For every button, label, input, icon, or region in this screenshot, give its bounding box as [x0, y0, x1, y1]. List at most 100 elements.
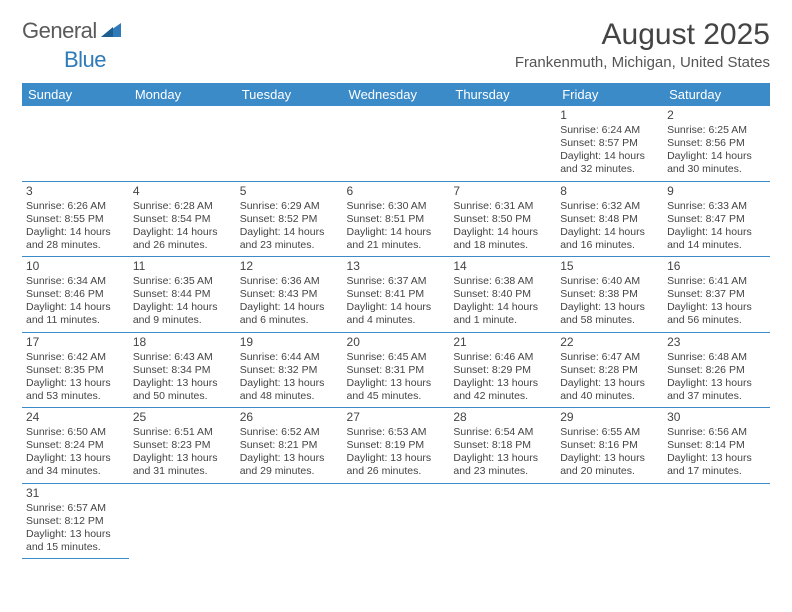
- sunset-text: Sunset: 8:19 PM: [347, 439, 446, 452]
- sunset-text: Sunset: 8:41 PM: [347, 288, 446, 301]
- sunset-text: Sunset: 8:48 PM: [560, 213, 659, 226]
- sunrise-text: Sunrise: 6:48 AM: [667, 351, 766, 364]
- sunrise-text: Sunrise: 6:46 AM: [453, 351, 552, 364]
- day-number: 14: [453, 259, 552, 274]
- sunset-text: Sunset: 8:21 PM: [240, 439, 339, 452]
- day-number: 19: [240, 335, 339, 350]
- calendar-cell: 3Sunrise: 6:26 AMSunset: 8:55 PMDaylight…: [22, 181, 129, 257]
- sunrise-text: Sunrise: 6:41 AM: [667, 275, 766, 288]
- sunrise-text: Sunrise: 6:44 AM: [240, 351, 339, 364]
- daylight1-text: Daylight: 13 hours: [667, 452, 766, 465]
- daylight1-text: Daylight: 13 hours: [347, 452, 446, 465]
- calendar-cell: 2Sunrise: 6:25 AMSunset: 8:56 PMDaylight…: [663, 106, 770, 181]
- sunset-text: Sunset: 8:12 PM: [26, 515, 125, 528]
- calendar-cell: 8Sunrise: 6:32 AMSunset: 8:48 PMDaylight…: [556, 181, 663, 257]
- daylight2-text: and 20 minutes.: [560, 465, 659, 478]
- calendar-cell: [343, 106, 450, 181]
- daylight2-text: and 31 minutes.: [133, 465, 232, 478]
- title-block: August 2025 Frankenmuth, Michigan, Unite…: [515, 18, 770, 71]
- daylight1-text: Daylight: 14 hours: [453, 226, 552, 239]
- sunrise-text: Sunrise: 6:47 AM: [560, 351, 659, 364]
- daylight1-text: Daylight: 14 hours: [560, 226, 659, 239]
- calendar-cell: [663, 483, 770, 559]
- daylight1-text: Daylight: 13 hours: [667, 301, 766, 314]
- calendar-page: General August 2025 Frankenmuth, Michiga…: [0, 0, 792, 559]
- sunrise-text: Sunrise: 6:24 AM: [560, 124, 659, 137]
- daylight2-text: and 16 minutes.: [560, 239, 659, 252]
- brand-word-general: General: [22, 18, 97, 44]
- day-number: 8: [560, 184, 659, 199]
- sunset-text: Sunset: 8:56 PM: [667, 137, 766, 150]
- daylight1-text: Daylight: 14 hours: [560, 150, 659, 163]
- sunrise-text: Sunrise: 6:57 AM: [26, 502, 125, 515]
- daylight2-text: and 4 minutes.: [347, 314, 446, 327]
- calendar-cell: [129, 106, 236, 181]
- calendar-cell: 28Sunrise: 6:54 AMSunset: 8:18 PMDayligh…: [449, 408, 556, 484]
- sunrise-text: Sunrise: 6:42 AM: [26, 351, 125, 364]
- day-number: 18: [133, 335, 232, 350]
- calendar-cell: 24Sunrise: 6:50 AMSunset: 8:24 PMDayligh…: [22, 408, 129, 484]
- calendar-cell: 23Sunrise: 6:48 AMSunset: 8:26 PMDayligh…: [663, 332, 770, 408]
- sunrise-text: Sunrise: 6:33 AM: [667, 200, 766, 213]
- sunrise-text: Sunrise: 6:51 AM: [133, 426, 232, 439]
- daylight2-text: and 50 minutes.: [133, 390, 232, 403]
- sunset-text: Sunset: 8:46 PM: [26, 288, 125, 301]
- calendar-row: 1Sunrise: 6:24 AMSunset: 8:57 PMDaylight…: [22, 106, 770, 181]
- daylight1-text: Daylight: 14 hours: [133, 301, 232, 314]
- daylight1-text: Daylight: 14 hours: [240, 226, 339, 239]
- sunset-text: Sunset: 8:55 PM: [26, 213, 125, 226]
- sunset-text: Sunset: 8:31 PM: [347, 364, 446, 377]
- calendar-cell: [129, 483, 236, 559]
- calendar-cell: 29Sunrise: 6:55 AMSunset: 8:16 PMDayligh…: [556, 408, 663, 484]
- sunrise-text: Sunrise: 6:28 AM: [133, 200, 232, 213]
- sunrise-text: Sunrise: 6:43 AM: [133, 351, 232, 364]
- sunset-text: Sunset: 8:34 PM: [133, 364, 232, 377]
- day-header-row: Sunday Monday Tuesday Wednesday Thursday…: [22, 83, 770, 106]
- day-number: 7: [453, 184, 552, 199]
- calendar-cell: [343, 483, 450, 559]
- sunrise-text: Sunrise: 6:29 AM: [240, 200, 339, 213]
- daylight2-text: and 17 minutes.: [667, 465, 766, 478]
- calendar-body: 1Sunrise: 6:24 AMSunset: 8:57 PMDaylight…: [22, 106, 770, 559]
- daylight1-text: Daylight: 14 hours: [26, 226, 125, 239]
- daylight1-text: Daylight: 14 hours: [347, 226, 446, 239]
- day-number: 25: [133, 410, 232, 425]
- day-header: Friday: [556, 83, 663, 106]
- day-number: 22: [560, 335, 659, 350]
- brand-logo: General: [22, 18, 124, 44]
- day-number: 5: [240, 184, 339, 199]
- daylight2-text: and 56 minutes.: [667, 314, 766, 327]
- calendar-row: 24Sunrise: 6:50 AMSunset: 8:24 PMDayligh…: [22, 408, 770, 484]
- daylight1-text: Daylight: 14 hours: [133, 226, 232, 239]
- calendar-table: Sunday Monday Tuesday Wednesday Thursday…: [22, 83, 770, 559]
- sunrise-text: Sunrise: 6:36 AM: [240, 275, 339, 288]
- sunset-text: Sunset: 8:38 PM: [560, 288, 659, 301]
- day-number: 31: [26, 486, 125, 501]
- daylight1-text: Daylight: 13 hours: [26, 452, 125, 465]
- sunset-text: Sunset: 8:40 PM: [453, 288, 552, 301]
- day-number: 17: [26, 335, 125, 350]
- day-number: 27: [347, 410, 446, 425]
- day-number: 20: [347, 335, 446, 350]
- calendar-cell: [236, 106, 343, 181]
- day-number: 29: [560, 410, 659, 425]
- calendar-cell: [236, 483, 343, 559]
- day-number: 24: [26, 410, 125, 425]
- sunset-text: Sunset: 8:29 PM: [453, 364, 552, 377]
- sunrise-text: Sunrise: 6:50 AM: [26, 426, 125, 439]
- sunrise-text: Sunrise: 6:53 AM: [347, 426, 446, 439]
- sunset-text: Sunset: 8:57 PM: [560, 137, 659, 150]
- sunrise-text: Sunrise: 6:30 AM: [347, 200, 446, 213]
- daylight2-text: and 23 minutes.: [240, 239, 339, 252]
- day-number: 28: [453, 410, 552, 425]
- day-number: 12: [240, 259, 339, 274]
- location-subtitle: Frankenmuth, Michigan, United States: [515, 54, 770, 71]
- calendar-cell: 25Sunrise: 6:51 AMSunset: 8:23 PMDayligh…: [129, 408, 236, 484]
- daylight1-text: Daylight: 13 hours: [560, 301, 659, 314]
- calendar-cell: [556, 483, 663, 559]
- calendar-cell: 14Sunrise: 6:38 AMSunset: 8:40 PMDayligh…: [449, 257, 556, 333]
- sunrise-text: Sunrise: 6:56 AM: [667, 426, 766, 439]
- day-header: Monday: [129, 83, 236, 106]
- daylight1-text: Daylight: 13 hours: [240, 452, 339, 465]
- daylight2-text: and 45 minutes.: [347, 390, 446, 403]
